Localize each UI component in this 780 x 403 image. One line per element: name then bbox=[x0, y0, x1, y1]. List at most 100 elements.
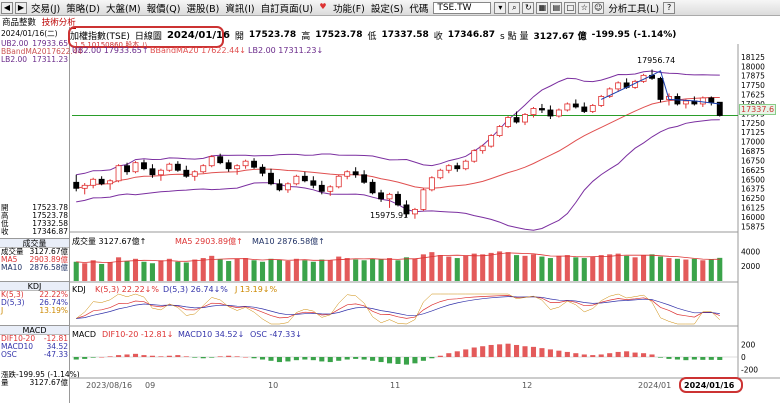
y-tick-price: 16000 bbox=[741, 213, 765, 222]
help-icon[interactable]: ? bbox=[663, 1, 676, 14]
candle-body bbox=[361, 174, 368, 183]
left-indicator-panel: 2024/01/16(二) UB2.00 17933.65 BBandMA20 17… bbox=[0, 27, 83, 403]
macd-osc-bar bbox=[344, 357, 350, 360]
volume-bar bbox=[158, 260, 164, 281]
volume-bar bbox=[209, 255, 215, 281]
tab-product[interactable]: 商品整數 bbox=[2, 18, 37, 28]
volume-bar bbox=[82, 263, 88, 281]
menu-item-market[interactable]: 大盤(M) bbox=[105, 3, 141, 15]
left-bb-row: BBandMA20 17622.44 bbox=[1, 47, 83, 56]
volume-bar bbox=[166, 258, 172, 281]
menu-item-function[interactable]: 功能(F) bbox=[332, 3, 365, 15]
forward-icon[interactable]: ▶ bbox=[15, 1, 27, 14]
vol-hdr-ma5: MA5 2903.89億↑ bbox=[175, 237, 243, 246]
macd-osc-bar bbox=[691, 357, 697, 360]
macd-osc-bar bbox=[420, 357, 426, 361]
candle-body bbox=[454, 165, 461, 170]
left-chg-row: 漲跌 -199.95 (-1.14%) bbox=[1, 370, 80, 379]
macd-osc-bar bbox=[564, 351, 570, 357]
quote-open-label: 開 bbox=[234, 31, 244, 42]
volume-bar bbox=[403, 257, 410, 281]
volume-bar bbox=[319, 259, 325, 281]
candle-body bbox=[615, 82, 622, 90]
menu-item-strategy[interactable]: 策略(D) bbox=[66, 3, 100, 15]
dropdown-icon[interactable]: ▾ bbox=[494, 1, 507, 14]
menu-item-screener[interactable]: 選股(B) bbox=[186, 3, 220, 15]
candle-body bbox=[378, 192, 385, 200]
macd-osc-bar bbox=[632, 352, 638, 357]
menu-item-settings[interactable]: 設定(S) bbox=[370, 3, 404, 15]
macd-osc-bar bbox=[293, 357, 299, 361]
macd-osc-bar bbox=[395, 357, 401, 364]
left-low-row: 低 17332.58 bbox=[1, 219, 68, 228]
bollinger-mid-line bbox=[76, 97, 720, 189]
candle-body bbox=[242, 160, 249, 167]
volume-bar bbox=[234, 258, 240, 281]
menu-item-trade[interactable]: 交易(J) bbox=[31, 3, 61, 15]
refresh-icon[interactable]: ↻ bbox=[522, 1, 535, 14]
volume-bar bbox=[226, 261, 232, 281]
macd-osc-bar bbox=[607, 353, 613, 357]
volume-bar bbox=[624, 255, 630, 281]
back-icon[interactable]: ◀ bbox=[1, 1, 13, 14]
volume-bar bbox=[700, 260, 706, 281]
quote-high: 17523.78 bbox=[315, 30, 363, 40]
x-label-3: 11 bbox=[390, 381, 401, 390]
volume-bar bbox=[386, 258, 393, 281]
star-icon[interactable]: ☆ bbox=[578, 1, 591, 14]
y-tick-vol: 2000 bbox=[741, 262, 760, 271]
vol-panel-header: 成交量 bbox=[0, 238, 69, 248]
volume-bar bbox=[505, 252, 511, 281]
vol-hdr-ma10: MA10 2876.58億↑ bbox=[252, 237, 325, 246]
volume-bar bbox=[590, 256, 596, 281]
menu-item-quote[interactable]: 報價(Q) bbox=[146, 3, 181, 15]
y-tick-price: 18000 bbox=[741, 62, 765, 71]
volume-bar bbox=[149, 263, 155, 281]
print-icon[interactable]: ▤ bbox=[550, 1, 563, 14]
macd-panel-header: MACD bbox=[0, 325, 69, 335]
macd-osc-bar bbox=[158, 356, 164, 357]
volume-bar bbox=[259, 261, 266, 281]
candle-body bbox=[462, 160, 469, 170]
y-tick-price: 17875 bbox=[741, 72, 765, 81]
macd-hdr-macd: MACD10 34.52↓ bbox=[178, 330, 245, 339]
macd-osc-bar bbox=[573, 353, 579, 357]
candle-body bbox=[174, 163, 181, 171]
candle-body bbox=[505, 117, 512, 127]
heart-icon[interactable]: ♥ bbox=[319, 1, 327, 11]
left-lb-row: LB2.00 17311.23 bbox=[1, 55, 68, 64]
y-tick-price: 16500 bbox=[741, 175, 765, 184]
candle-body bbox=[708, 97, 715, 103]
macd-osc-bar bbox=[412, 357, 418, 364]
quote-info-row: 加權指數(TSE) 日線圖 2024/01/16 開 17523.78 高 17… bbox=[70, 28, 676, 42]
volume-bar bbox=[717, 257, 723, 281]
volume-bar bbox=[598, 255, 604, 281]
menu-item-info[interactable]: 資訊(I) bbox=[225, 3, 255, 15]
vol-hdr-v: 成交量 3127.67億↑ bbox=[72, 237, 147, 246]
quote-change: -199.95 (-1.14%) bbox=[591, 30, 677, 40]
macd-osc-bar bbox=[361, 357, 367, 360]
macd-osc-bar bbox=[547, 349, 553, 357]
macd-osc-bar bbox=[522, 346, 528, 357]
menu-item-custom-page[interactable]: 自訂頁面(U) bbox=[260, 3, 313, 15]
window-icon[interactable]: □ bbox=[564, 1, 577, 14]
candle-body bbox=[606, 88, 613, 97]
symbol-input[interactable]: TSE.TW bbox=[433, 1, 492, 14]
quote-low-label: 低 bbox=[367, 31, 377, 42]
macd-osc-bar bbox=[471, 347, 477, 357]
y-tick-price: 17000 bbox=[741, 138, 765, 147]
menu-item-analysis-tools[interactable]: 分析工具(L) bbox=[608, 3, 660, 15]
grid-icon[interactable]: ▦ bbox=[536, 1, 549, 14]
y-tick-price: 16375 bbox=[741, 185, 765, 194]
tab-technical-analysis[interactable]: 技術分析 bbox=[41, 18, 76, 29]
macd-osc-bar bbox=[717, 357, 723, 360]
current-date-highlight-ring bbox=[679, 377, 743, 393]
candle-body bbox=[191, 171, 198, 177]
user-icon[interactable]: ☺ bbox=[592, 1, 605, 14]
macd-hdr-label: MACD bbox=[72, 330, 96, 339]
search-icon[interactable]: ⌕ bbox=[508, 1, 521, 14]
quote-period[interactable]: 日線圖 bbox=[134, 31, 162, 42]
kdj-hdr-j: J 13.19↓% bbox=[235, 285, 278, 294]
price-hdr-ub: UB2.00 17933.65↑ bbox=[72, 46, 149, 55]
